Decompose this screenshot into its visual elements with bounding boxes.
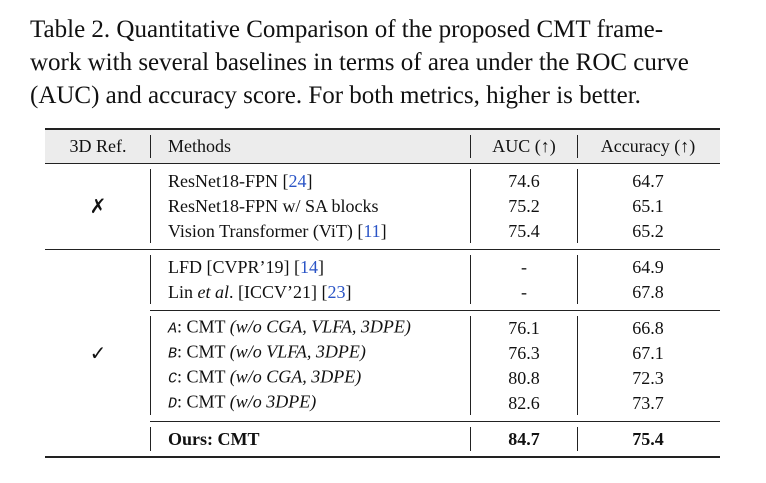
column-rule <box>150 135 151 158</box>
method-text: (w/o 3DPE) <box>229 391 317 412</box>
column-rule <box>577 255 578 304</box>
method-cell: ResNet18-FPN [24] <box>168 170 313 192</box>
accuracy-cell: 67.1 <box>632 343 664 363</box>
column-rule <box>150 169 151 243</box>
header-cell: 3D Ref. <box>69 136 127 156</box>
method-text: et al <box>197 282 230 302</box>
method-text: ] <box>380 221 387 241</box>
method-cell: Vision Transformer (ViT) [11] <box>168 220 387 242</box>
method-text: Vision Transformer (ViT) [ <box>168 221 364 241</box>
column-rule <box>150 316 151 415</box>
ref-mark: ✗ <box>89 194 107 218</box>
rule-line <box>150 420 720 422</box>
method-cell: ResNet18-FPN w/ SA blocks <box>168 195 379 217</box>
method-cell: B: CMT (w/o VLFA, 3DPE) <box>168 341 366 366</box>
method-cell: Lin et al. [ICCV’21] [23] <box>168 281 351 303</box>
ref-mark: ✓ <box>89 341 107 365</box>
method-text: : CMT <box>177 366 230 387</box>
method-text: (w/o CGA, VLFA, 3DPE) <box>229 316 411 337</box>
column-rule <box>470 427 471 451</box>
rule-line <box>45 162 720 164</box>
method-text: A <box>168 320 178 338</box>
method-text: 14 <box>300 257 319 277</box>
column-rule <box>577 169 578 243</box>
rule-line <box>45 455 720 459</box>
header-cell: Accuracy (↑) <box>600 136 696 156</box>
column-rule <box>470 135 471 158</box>
method-text: : CMT <box>177 341 230 362</box>
accuracy-cell: 64.7 <box>632 171 664 191</box>
column-rule <box>470 255 471 304</box>
auc-cell: 74.6 <box>508 171 540 191</box>
method-text: : CMT <box>177 316 230 337</box>
accuracy-cell: 65.1 <box>632 196 664 216</box>
auc-cell: 80.8 <box>508 368 540 388</box>
method-text: ResNet18-FPN [ <box>168 171 289 191</box>
accuracy-cell: 72.3 <box>632 368 664 388</box>
method-text: ] <box>306 171 313 191</box>
column-rule <box>150 427 151 451</box>
auc-cell: 76.3 <box>508 343 540 363</box>
rule-line <box>45 248 720 250</box>
method-text: . [ICCV’21] [ <box>229 282 328 302</box>
header-background <box>45 129 720 163</box>
method-text: (w/o VLFA, 3DPE) <box>229 341 366 362</box>
column-rule <box>470 169 471 243</box>
auc-cell: 76.1 <box>508 318 540 338</box>
method-text: (w/o CGA, 3DPE) <box>229 366 362 387</box>
header-cell: Methods <box>168 136 231 156</box>
method-text: 11 <box>363 221 381 241</box>
method-text: D <box>168 395 178 413</box>
method-text: LFD [CVPR’19] [ <box>168 257 301 277</box>
caption-line: Table 2. Quantitative Comparison of the … <box>30 16 664 43</box>
auc-cell: 82.6 <box>508 393 540 413</box>
method-cell: Ours: CMT <box>168 428 260 450</box>
method-text: ResNet18-FPN w/ SA blocks <box>168 196 379 216</box>
rule-line <box>45 127 720 131</box>
method-cell: D: CMT (w/o 3DPE) <box>168 391 316 416</box>
accuracy-cell: 75.4 <box>632 429 664 449</box>
accuracy-cell: 73.7 <box>632 393 664 413</box>
accuracy-cell: 67.8 <box>632 282 664 302</box>
rule-line <box>150 309 720 311</box>
column-rule <box>470 316 471 415</box>
accuracy-cell: 66.8 <box>632 318 664 338</box>
method-text: 24 <box>288 171 307 191</box>
method-text: ] <box>345 282 352 302</box>
auc-cell: - <box>521 282 527 302</box>
caption-line: work with several baselines in terms of … <box>30 49 689 76</box>
method-text: : CMT <box>177 391 230 412</box>
method-text: B <box>168 345 178 363</box>
column-rule <box>150 255 151 304</box>
method-text: 23 <box>327 282 346 302</box>
method-cell: LFD [CVPR’19] [14] <box>168 256 324 278</box>
auc-cell: 84.7 <box>508 429 540 449</box>
column-rule <box>577 316 578 415</box>
method-text: ] <box>318 257 325 277</box>
accuracy-cell: 64.9 <box>632 257 664 277</box>
method-text: C <box>168 370 178 388</box>
method-cell: A: CMT (w/o CGA, VLFA, 3DPE) <box>168 316 411 341</box>
method-cell: C: CMT (w/o CGA, 3DPE) <box>168 366 361 391</box>
method-text: Lin <box>168 282 198 302</box>
method-text: Ours: CMT <box>168 429 260 449</box>
header-cell: AUC (↑) <box>492 136 556 156</box>
auc-cell: - <box>521 257 527 277</box>
caption-line: (AUC) and accuracy score. For both metri… <box>30 82 641 109</box>
auc-cell: 75.2 <box>508 196 540 216</box>
auc-cell: 75.4 <box>508 221 540 241</box>
accuracy-cell: 65.2 <box>632 221 664 241</box>
column-rule <box>577 427 578 451</box>
column-rule <box>577 135 578 158</box>
